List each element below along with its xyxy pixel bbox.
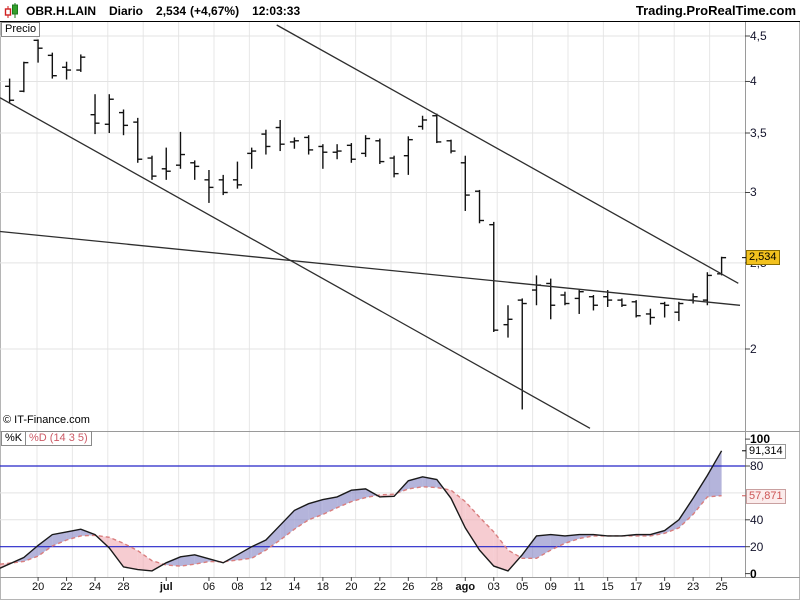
date-axis-label: 08: [231, 581, 244, 593]
date-axis-label: 22: [373, 581, 386, 593]
date-axis-label: 09: [544, 581, 557, 593]
price-axis-label: 3: [750, 185, 757, 200]
indicator-axis-label: 40: [750, 512, 764, 527]
date-axis-label: ago: [455, 581, 476, 593]
indicator-axis-label: 20: [750, 539, 764, 554]
date-axis-label: 18: [316, 581, 329, 593]
date-axis-label: 22: [60, 581, 73, 593]
price-panel-tab[interactable]: Precio: [1, 22, 41, 37]
stochastic-d-value-badge: 57,871: [746, 489, 786, 504]
brand-watermark: Trading.ProRealTime.com: [635, 3, 796, 18]
indicator-axis-label: 80: [750, 459, 764, 473]
price-axis-label: 2: [750, 341, 757, 356]
quote-time: 12:03:33: [252, 3, 301, 18]
price-axis-label: 3,5: [750, 125, 767, 140]
price-axis-label: 4: [750, 74, 757, 89]
date-axis-label: 14: [288, 581, 301, 593]
stochastic-k-label[interactable]: %K: [1, 431, 27, 446]
stochastic-k-value-badge: 91,314: [746, 444, 786, 459]
date-axis-label: jul: [159, 581, 173, 593]
last-price: 2,534: [156, 3, 187, 18]
date-axis-label: 23: [686, 581, 700, 593]
date-axis-label: 12: [259, 581, 273, 593]
price-axis-label: 4,5: [750, 29, 767, 43]
price-change: (+4,67%): [190, 3, 240, 18]
date-axis-label: 28: [430, 581, 443, 593]
date-axis-label: 05: [516, 581, 529, 593]
symbol-name: OBR.H.LAIN: [26, 3, 96, 18]
date-axis-label: 11: [573, 581, 585, 593]
stochastic-k-line: [0, 450, 723, 572]
date-axis-label: 17: [630, 581, 643, 593]
date-axis-label: 06: [202, 581, 216, 593]
date-axis-label: 25: [715, 581, 728, 593]
indicator-axis-label: 0: [750, 566, 757, 581]
timeframe-label: Diario: [109, 3, 144, 18]
copyright-text: © IT-Finance.com: [3, 414, 90, 426]
indicator-axis-label: 100: [750, 432, 771, 447]
date-axis-label: 28: [117, 581, 130, 593]
stochastic-d-label[interactable]: %D (14 3 5): [25, 431, 92, 446]
date-axis-label: 26: [402, 581, 415, 593]
header-bar: OBR.H.LAIN Diario 2,534 (+4,67%) 12:03:3…: [0, 0, 800, 22]
date-axis-label: 20: [31, 581, 45, 593]
date-axis-label: 15: [601, 581, 614, 593]
last-price-badge: 2,534: [746, 250, 780, 265]
date-axis-label: 03: [487, 581, 500, 593]
date-axis-label: 24: [88, 581, 102, 593]
date-axis-label: 19: [658, 581, 671, 593]
date-axis-label: 20: [345, 581, 358, 593]
candlestick-icon: [3, 2, 21, 20]
